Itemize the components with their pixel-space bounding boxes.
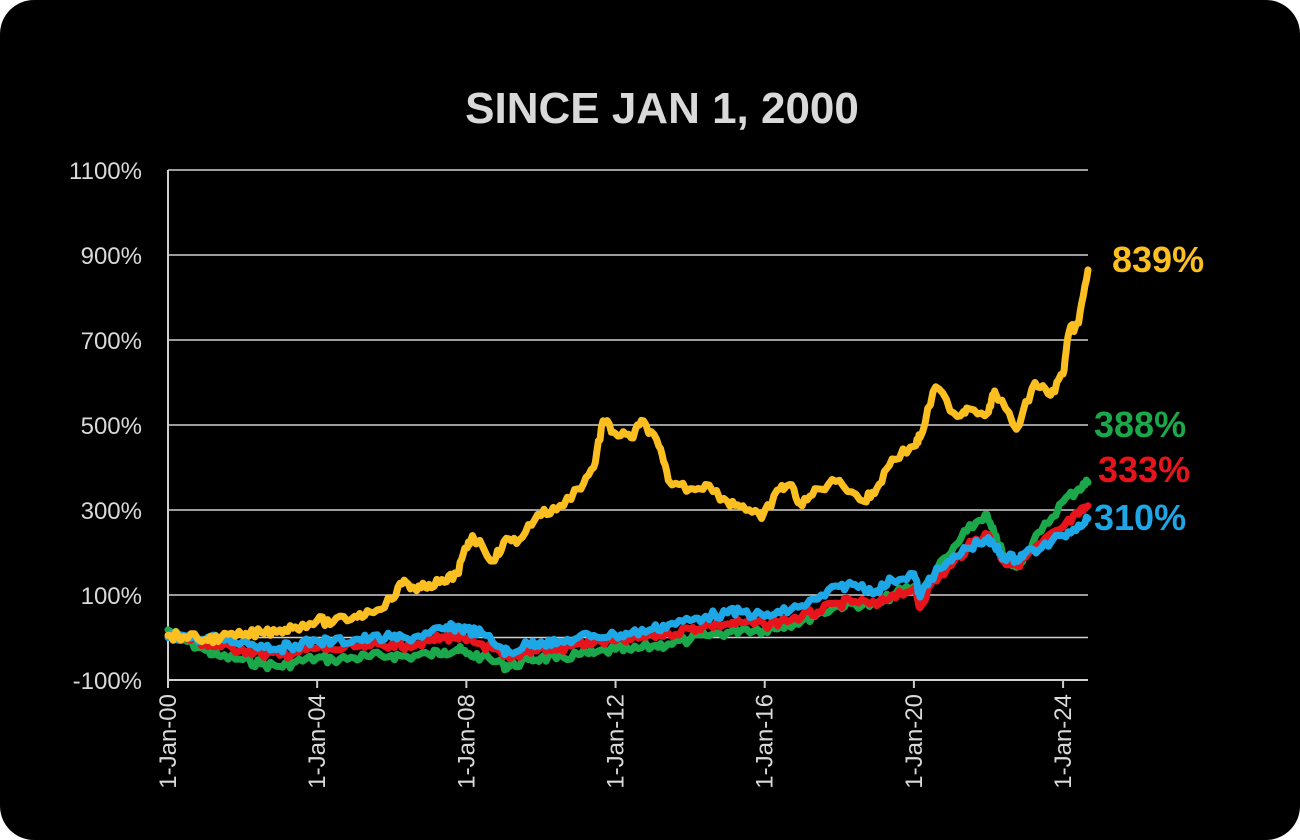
series-end-label: 310% — [1094, 497, 1186, 538]
x-tick-label: 1-Jan-16 — [752, 694, 779, 789]
y-tick-label: 100% — [81, 583, 142, 610]
y-axis-ticks: -100% 100% 300% 500% 700% 900% 1100% — [69, 158, 142, 695]
y-tick-label: 700% — [81, 328, 142, 355]
x-axis-ticks: 1-Jan-00 1-Jan-04 1-Jan-08 1-Jan-12 1-Jan-16… — [155, 680, 1077, 789]
y-tick-label: 500% — [81, 413, 142, 440]
series-line — [164, 513, 1092, 658]
x-tick-label: 1-Jan-08 — [453, 694, 480, 789]
series-end-label: 388% — [1094, 404, 1186, 445]
x-tick-label: 1-Jan-20 — [901, 694, 928, 789]
x-tick-label: 1-Jan-12 — [603, 694, 630, 789]
series-line — [164, 476, 1092, 674]
series-lines — [164, 266, 1092, 674]
end-labels: 388%333% 310% 839% — [1094, 239, 1204, 538]
x-tick-label: 1-Jan-24 — [1050, 694, 1077, 789]
axes — [167, 170, 1088, 681]
series-line — [164, 266, 1092, 647]
x-tick-label: 1-Jan-04 — [304, 694, 331, 789]
y-tick-label: 300% — [81, 498, 142, 525]
x-tick-label: 1-Jan-00 — [155, 694, 182, 789]
series-end-label: 333% — [1098, 449, 1190, 490]
chart-title: SINCE JAN 1, 2000 — [465, 84, 859, 133]
series-end-label: 839% — [1112, 239, 1204, 280]
y-tick-label: 1100% — [69, 158, 142, 185]
y-tick-label: -100% — [73, 668, 142, 695]
y-tick-label: 900% — [81, 243, 142, 270]
